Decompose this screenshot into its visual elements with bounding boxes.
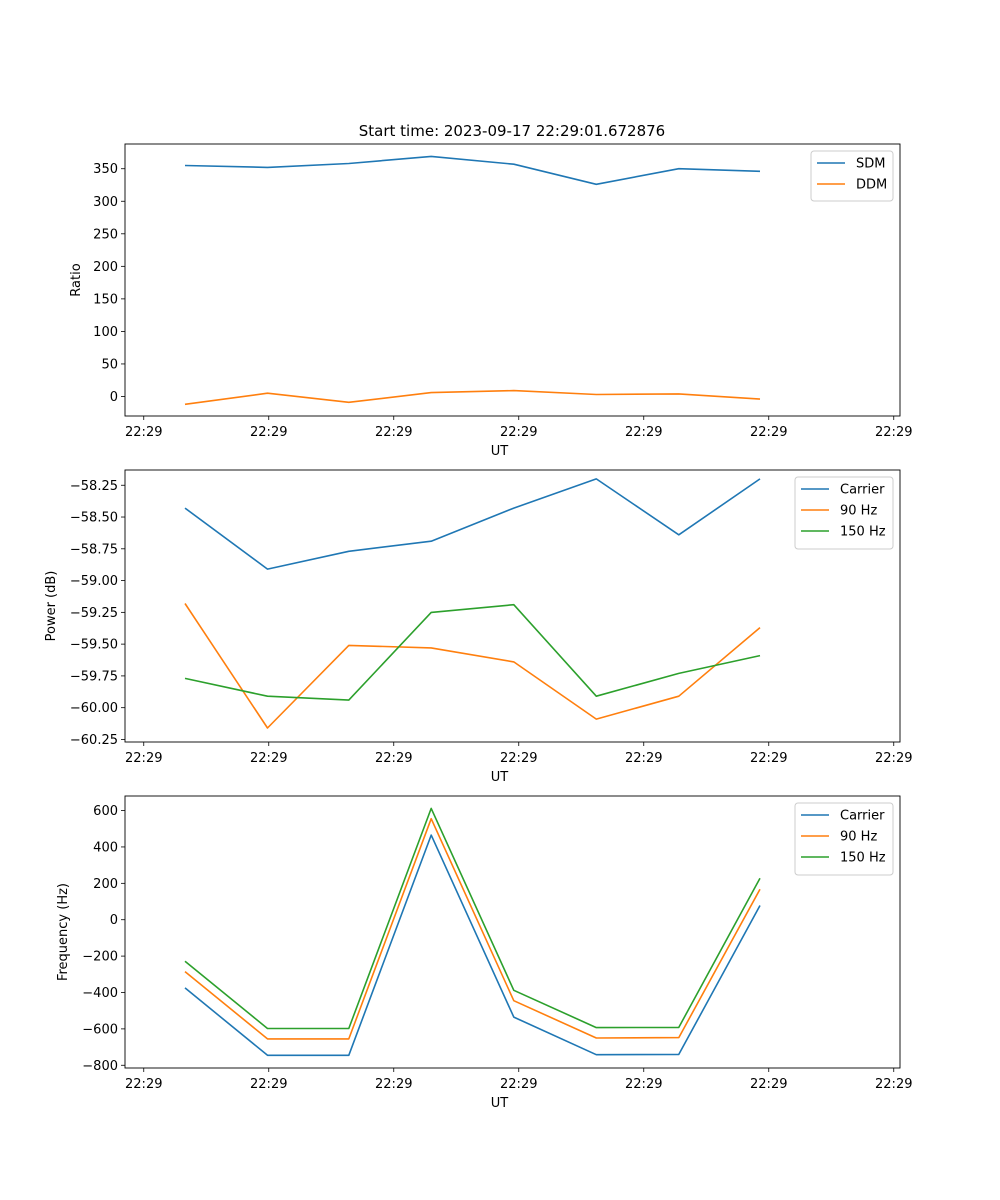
legend-label: 90 Hz bbox=[840, 830, 877, 845]
power-panel: 22:2922:2922:2922:2922:2922:2922:2922:30… bbox=[44, 469, 912, 785]
x-axis-label: UT bbox=[491, 444, 509, 459]
x-tick-label: 22:29 bbox=[750, 425, 787, 440]
legend-label: 90 Hz bbox=[840, 504, 877, 519]
legend-label: Carrier bbox=[840, 809, 885, 824]
x-tick-label: 22:29 bbox=[625, 751, 662, 766]
x-tick-label: 22:29 bbox=[375, 1077, 412, 1092]
y-tick-label: 200 bbox=[93, 260, 118, 275]
y-tick-label: 350 bbox=[93, 162, 118, 177]
x-tick-label: 22:29 bbox=[875, 425, 912, 440]
ratio-panel: 22:2922:2922:2922:2922:2922:2922:2922:30… bbox=[69, 143, 912, 459]
axes-frame bbox=[124, 469, 901, 743]
y-tick-label: −58.50 bbox=[70, 511, 118, 526]
y-tick-label: −600 bbox=[82, 1022, 118, 1037]
series-line-90-hz bbox=[184, 603, 761, 729]
y-tick-label: 200 bbox=[93, 877, 118, 892]
y-tick-label: −400 bbox=[82, 986, 118, 1001]
x-tick-label: 22:29 bbox=[750, 1077, 787, 1092]
y-tick-label: 0 bbox=[110, 390, 118, 405]
y-tick-label: 600 bbox=[93, 804, 118, 819]
x-tick-label: 22:29 bbox=[875, 751, 912, 766]
x-tick-label: 22:29 bbox=[125, 425, 162, 440]
y-tick-label: 50 bbox=[101, 357, 118, 372]
x-tick-label: 22:29 bbox=[500, 751, 537, 766]
legend-label: Carrier bbox=[840, 483, 885, 498]
x-axis-label: UT bbox=[491, 1096, 509, 1111]
y-tick-label: −59.50 bbox=[70, 638, 118, 653]
y-tick-label: 400 bbox=[93, 840, 118, 855]
x-tick-label: 22:29 bbox=[500, 425, 537, 440]
y-tick-label: 0 bbox=[110, 913, 118, 928]
x-tick-label: 22:29 bbox=[625, 1077, 662, 1092]
x-tick-label: 22:29 bbox=[250, 425, 287, 440]
legend-label: DDM bbox=[856, 178, 887, 193]
frequency-panel: 22:2922:2922:2922:2922:2922:2922:2922:30… bbox=[56, 795, 912, 1111]
x-tick-label: 22:29 bbox=[250, 1077, 287, 1092]
x-tick-label: 22:29 bbox=[625, 425, 662, 440]
y-tick-label: −200 bbox=[82, 950, 118, 965]
y-tick-label: −58.25 bbox=[70, 479, 118, 494]
x-tick-label: 22:29 bbox=[125, 1077, 162, 1092]
x-tick-label: 22:29 bbox=[375, 425, 412, 440]
y-tick-label: −59.25 bbox=[70, 606, 118, 621]
x-tick-label: 22:29 bbox=[250, 751, 287, 766]
y-tick-label: −59.75 bbox=[70, 669, 118, 684]
y-tick-label: 100 bbox=[93, 325, 118, 340]
figure-title: Start time: 2023-09-17 22:29:01.672876 bbox=[359, 122, 665, 140]
y-tick-label: 300 bbox=[93, 195, 118, 210]
y-tick-label: −60.00 bbox=[70, 701, 118, 716]
series-line-ddm bbox=[184, 389, 761, 406]
series-line-150-hz bbox=[184, 603, 761, 701]
y-axis-label: Power (dB) bbox=[44, 571, 59, 642]
legend-label: 150 Hz bbox=[840, 525, 886, 540]
axes-frame bbox=[124, 143, 901, 417]
series-line-90-hz bbox=[184, 817, 761, 1040]
x-tick-label: 22:29 bbox=[750, 751, 787, 766]
y-tick-label: −59.00 bbox=[70, 574, 118, 589]
y-axis-label: Ratio bbox=[69, 263, 84, 296]
x-axis-label: UT bbox=[491, 770, 509, 785]
series-line-carrier bbox=[184, 834, 761, 1057]
x-tick-label: 22:29 bbox=[375, 751, 412, 766]
x-tick-label: 22:29 bbox=[875, 1077, 912, 1092]
series-line-carrier bbox=[184, 478, 761, 570]
y-tick-label: 150 bbox=[93, 292, 118, 307]
axes-frame bbox=[124, 795, 901, 1069]
legend-label: 150 Hz bbox=[840, 851, 886, 866]
y-tick-label: −60.25 bbox=[70, 733, 118, 748]
y-tick-label: −58.75 bbox=[70, 542, 118, 557]
y-tick-label: −800 bbox=[82, 1059, 118, 1074]
x-tick-label: 22:29 bbox=[500, 1077, 537, 1092]
y-tick-label: 250 bbox=[93, 227, 118, 242]
y-axis-label: Frequency (Hz) bbox=[56, 883, 71, 981]
x-tick-label: 22:29 bbox=[125, 751, 162, 766]
series-line-150-hz bbox=[184, 807, 761, 1030]
legend-label: SDM bbox=[856, 157, 885, 172]
series-line-sdm bbox=[184, 155, 761, 186]
